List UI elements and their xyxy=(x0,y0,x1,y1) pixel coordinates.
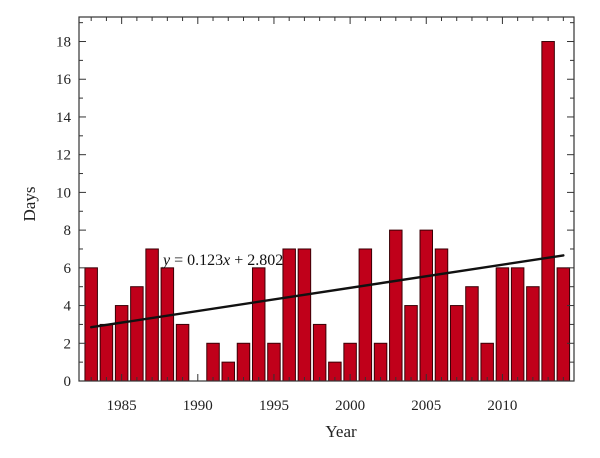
bar-1987 xyxy=(145,248,159,382)
trendline-equation: y = 0.123x + 2.802 xyxy=(161,252,283,269)
x-tick-label: 2000 xyxy=(335,398,365,414)
y-tick-label: 6 xyxy=(64,261,72,277)
y-tick-label: 14 xyxy=(56,110,72,126)
trendline xyxy=(89,254,565,329)
bars-group xyxy=(84,41,571,382)
bar-2009 xyxy=(480,342,494,382)
y-tick-label: 10 xyxy=(56,185,71,201)
bar-2006 xyxy=(434,248,449,382)
bar-1994 xyxy=(251,267,266,382)
bar-2002 xyxy=(373,342,388,382)
x-tick-label: 1995 xyxy=(259,398,289,414)
y-tick-label: 0 xyxy=(64,374,72,390)
bar-1998 xyxy=(312,323,327,382)
bar-2011 xyxy=(510,267,525,382)
x-tick-label: 2010 xyxy=(487,398,517,414)
bar-1993 xyxy=(236,342,251,382)
bar-2007 xyxy=(449,305,464,382)
bar-1991 xyxy=(206,342,220,382)
bar-1989 xyxy=(175,323,190,382)
bar-2008 xyxy=(465,286,479,382)
bar-2005 xyxy=(419,229,434,382)
y-tick-label: 2 xyxy=(64,336,72,352)
bar-1985 xyxy=(114,305,129,382)
x-tick-label: 2005 xyxy=(411,398,441,414)
bar-2003 xyxy=(389,229,403,382)
equation-intercept: + 2.802 xyxy=(230,252,283,269)
x-tick-label: 1985 xyxy=(107,398,137,414)
bar-1997 xyxy=(297,248,312,382)
trendline-group xyxy=(89,254,565,329)
equation-coef: = 0.123 xyxy=(170,252,223,269)
y-tick-label: 4 xyxy=(64,299,72,315)
bar-1986 xyxy=(130,286,144,382)
plot-frame xyxy=(78,16,575,382)
bar-2014 xyxy=(556,267,571,382)
x-axis: 1985 1990 1995 2000 2005 2010 xyxy=(90,17,564,414)
bar-2004 xyxy=(404,305,418,382)
bar-1984 xyxy=(99,323,114,382)
bar-2001 xyxy=(358,248,373,382)
y-tick-label: 18 xyxy=(56,35,71,51)
equation-x: x xyxy=(222,252,230,269)
bar-2010 xyxy=(495,267,510,382)
equation-y: y xyxy=(161,252,171,269)
bar-1983 xyxy=(84,267,98,382)
bar-1988 xyxy=(160,267,175,382)
x-axis-label: Year xyxy=(325,422,357,441)
y-axis-label: Days xyxy=(20,187,39,222)
bar-2012 xyxy=(526,286,540,382)
y-axis: 0 2 4 6 8 10 12 14 16 18 xyxy=(56,22,574,390)
bar-1996 xyxy=(282,248,296,382)
plot-border xyxy=(78,16,575,382)
x-tick-label: 1990 xyxy=(183,398,213,414)
y-tick-label: 16 xyxy=(56,72,72,88)
y-tick-label: 8 xyxy=(64,223,72,239)
y-tick-label: 12 xyxy=(56,148,71,164)
bar-2013 xyxy=(541,41,555,382)
